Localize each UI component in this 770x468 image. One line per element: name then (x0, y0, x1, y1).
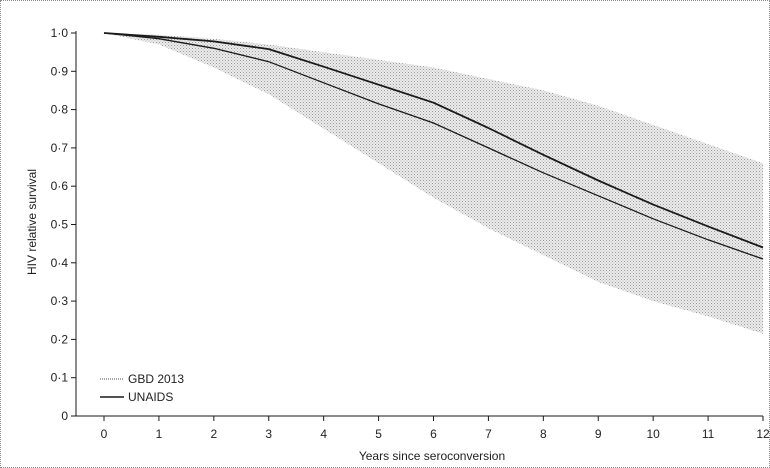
gbd-2013-line (103, 32, 764, 260)
legend: GBD 2013 UNAIDS (100, 372, 184, 404)
x-tick-label: 4 (320, 427, 327, 441)
x-tick-label: 3 (265, 427, 272, 441)
x-tick-label: 12 (756, 427, 770, 441)
x-axis-title: Years since seroconversion (359, 449, 505, 463)
x-tick-label: 1 (156, 427, 163, 441)
y-tick-label: 0·7 (51, 141, 69, 155)
unaids-line (103, 32, 764, 249)
y-tick-label: 0·9 (51, 64, 69, 78)
x-tick-label: 11 (702, 427, 715, 441)
y-tick-label: 1·0 (51, 26, 69, 40)
y-axis-title: HIV relative survival (25, 169, 39, 275)
x-tick-label: 8 (540, 427, 547, 441)
y-tick-label: 0·4 (51, 256, 69, 270)
y-tick-label: 0·3 (51, 294, 69, 308)
x-tick-label: 5 (375, 427, 382, 441)
y-tick-label: 0·5 (51, 218, 69, 232)
y-tick-label: 0·8 (51, 103, 69, 117)
x-tick-label: 6 (430, 427, 437, 441)
x-ticks: 0 1 2 3 4 5 6 7 8 9 10 11 12 (101, 416, 770, 441)
x-tick-label: 7 (485, 427, 492, 441)
x-tick-label: 9 (595, 427, 602, 441)
uncertainty-band-layer (104, 33, 763, 334)
x-tick-label: 2 (210, 427, 217, 441)
y-ticks: 0 0·1 0·2 0·3 0·4 0·5 0·6 0·7 0·8 0·9 1·0 (51, 26, 76, 423)
legend-label-gbd-2013: GBD 2013 (128, 372, 184, 386)
y-tick-label: 0·6 (51, 179, 69, 193)
x-tick-label: 10 (646, 427, 660, 441)
gbd-2013-uncertainty-band (104, 33, 763, 334)
y-tick-label: 0·2 (51, 332, 69, 346)
legend-label-unaids: UNAIDS (128, 390, 173, 404)
x-tick-label: 0 (101, 427, 108, 441)
y-tick-label: 0 (61, 409, 68, 423)
y-tick-label: 0·1 (51, 371, 69, 385)
axes-layer (75, 31, 763, 417)
series-lines (103, 32, 764, 260)
